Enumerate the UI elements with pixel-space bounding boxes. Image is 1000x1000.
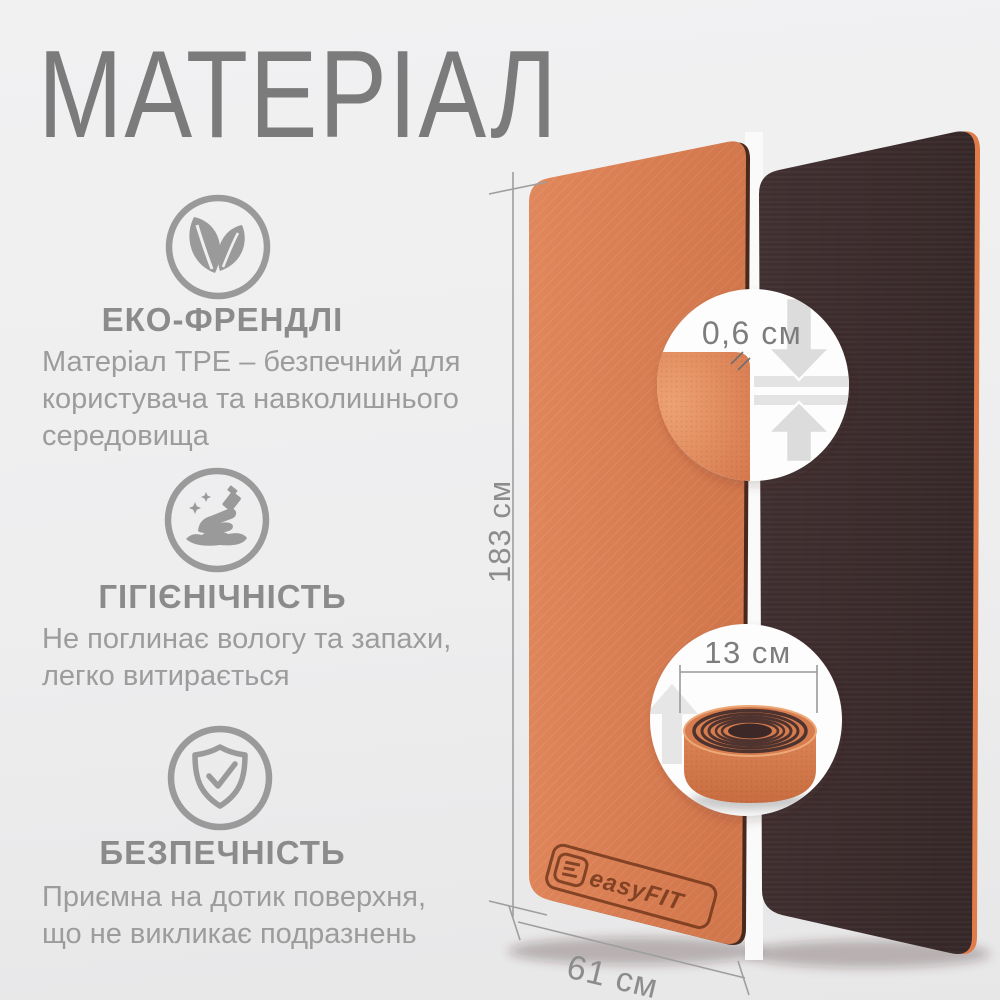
thickness-ticks xyxy=(730,351,751,371)
feature-text: Не поглинає вологу та запахи, легко вити… xyxy=(42,623,452,692)
feature-text: Матеріал TPE – безпечний для користувача… xyxy=(42,346,461,452)
thickness-callout: 0,6 см xyxy=(657,289,851,486)
mat-front: easyFIT xyxy=(529,141,751,945)
roll-diameter-dimension xyxy=(679,665,818,713)
length-label: 183 см xyxy=(482,480,517,583)
roll-callout: 13 см xyxy=(650,624,844,821)
thickness-label: 0,6 см xyxy=(702,315,802,351)
product-visual: easyFIT 183 см 61 см xyxy=(482,131,990,1000)
roll-diameter-label: 13 см xyxy=(704,635,791,670)
feature-heading: ЕКО-ФРЕНДЛІ xyxy=(101,301,344,338)
page-title: МАТЕРІАЛ xyxy=(38,26,559,164)
feature-text: Приємна на дотик поверхня, що не виклика… xyxy=(42,881,427,950)
hand-wipe-icon xyxy=(164,467,270,573)
length-dimension xyxy=(488,172,548,917)
leaf-icon xyxy=(165,194,271,300)
feature-heading: БЕЗПЕЧНІСТЬ xyxy=(99,834,346,871)
rolled-mat xyxy=(683,705,817,810)
width-dimension xyxy=(508,905,750,996)
mat-back xyxy=(759,131,980,954)
shield-check-icon xyxy=(167,725,273,831)
roll-up-watermark-icon xyxy=(650,684,698,764)
feature-heading: ГІГІЄНІЧНІСТЬ xyxy=(98,578,347,615)
compress-arrows-icon xyxy=(754,296,849,464)
